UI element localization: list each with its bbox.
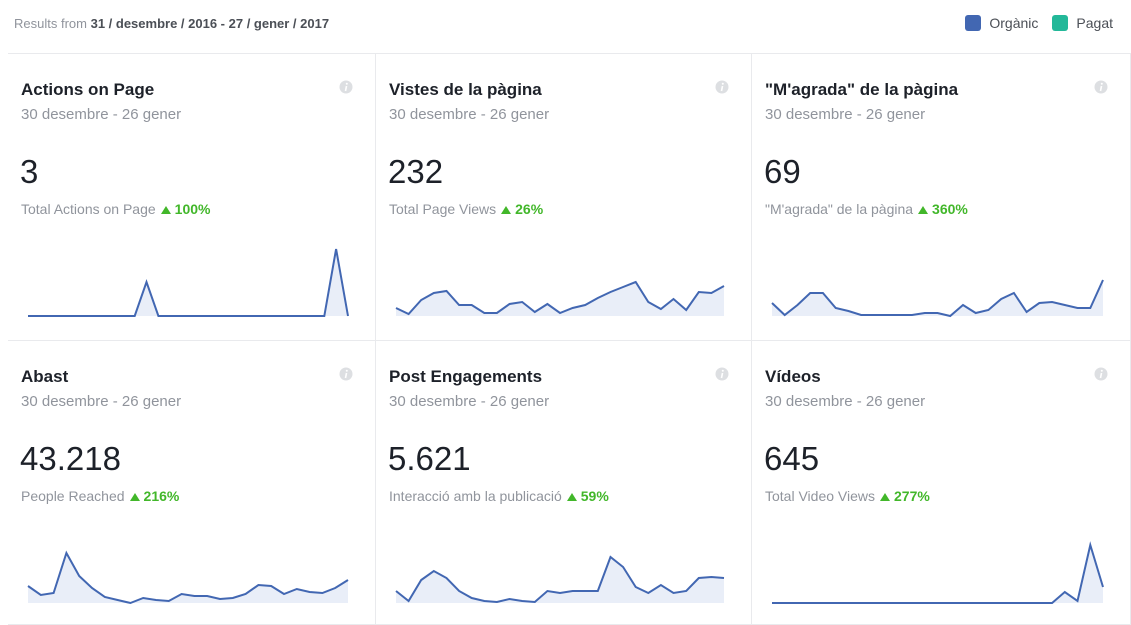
card-period: 30 desembre - 26 gener: [765, 393, 926, 410]
metric-card: Actions on Page 30 desembre - 26 gener 3 To…: [8, 54, 376, 341]
info-glyph: [720, 85, 724, 92]
card-label: Total Page Views: [389, 201, 497, 217]
sparkline-area: [396, 282, 724, 316]
sparkline-line: [395, 280, 725, 316]
legend-label: Orgànic: [989, 15, 1039, 31]
metric-card: Vídeos 30 desembre - 26 gener 645 Total Vid…: [752, 341, 1131, 625]
change-value: 216%: [143, 488, 180, 504]
info-icon: [715, 367, 729, 381]
metric-card: Vistes de la pàgina 30 desembre - 26 gene…: [376, 54, 752, 341]
sparkline-line: [771, 279, 1104, 318]
card-value: 232: [388, 153, 444, 190]
card-title: Post Engagements: [389, 367, 543, 386]
metric-card: Post Engagements 30 desembre - 26 gener 5.…: [376, 341, 752, 625]
card-value: 43.218: [20, 440, 121, 477]
info-icon: [339, 80, 353, 94]
card-title: Vídeos: [765, 367, 821, 386]
change-value: 360%: [932, 201, 968, 217]
card-label-row: Total Page Views 26%: [389, 201, 543, 217]
change-arrow: [160, 206, 171, 214]
info-glyph: [720, 372, 724, 379]
info-dot: [721, 369, 724, 372]
change-arrow: [501, 206, 512, 214]
legend-swatch: [965, 15, 982, 31]
card-period: 30 desembre - 26 gener: [389, 393, 550, 410]
info-icon: [1094, 80, 1108, 94]
legend: Orgànic Pagat: [965, 15, 1113, 31]
sparkline-area: [772, 280, 1103, 316]
change-value: 59%: [580, 488, 609, 504]
card-period: 30 desembre - 26 gener: [765, 106, 926, 123]
change-arrow: [129, 493, 140, 501]
sparkline: [395, 555, 725, 604]
legend-swatch: [1052, 15, 1069, 31]
cards: Actions on Page 30 desembre - 26 gener 3 To…: [8, 53, 1131, 625]
change-value: 26%: [515, 201, 544, 217]
change-arrow: [566, 493, 577, 501]
card-value: 645: [764, 440, 820, 477]
info-icon: [339, 367, 353, 381]
card-title: "M'agrada" de la pàgina: [765, 80, 959, 99]
info-icon: [715, 80, 729, 94]
change-value: 277%: [894, 488, 930, 504]
sparkline-line: [395, 555, 725, 604]
card-period: 30 desembre - 26 gener: [21, 106, 182, 123]
card-label: Interacció amb la publicació: [389, 488, 562, 504]
metric-card: "M'agrada" de la pàgina 30 desembre - 26 …: [752, 54, 1131, 341]
card-label-row: "M'agrada" de la pàgina 360%: [765, 201, 968, 217]
results-range: Results from 31 / desembre / 2016 - 27 /…: [14, 16, 329, 31]
card-label-row: Total Actions on Page 100%: [21, 201, 210, 217]
sparkline: [27, 550, 349, 605]
card-value: 69: [764, 153, 801, 190]
card-label-row: People Reached 216%: [21, 488, 179, 504]
card-title: Abast: [21, 367, 69, 386]
change-value: 100%: [174, 201, 211, 217]
info-dot: [1100, 369, 1103, 372]
info-dot: [1100, 82, 1103, 85]
info-dot: [345, 82, 348, 85]
range: 31 / desembre / 2016 - 27 / gener / 2017: [90, 16, 330, 31]
info-dot: [345, 369, 348, 372]
metric-card: Abast 30 desembre - 26 gener 43.218 People …: [8, 341, 376, 625]
card-label: People Reached: [21, 488, 125, 504]
card-label: Total Actions on Page: [21, 201, 156, 217]
card-period: 30 desembre - 26 gener: [389, 106, 550, 123]
prefix: Results from: [14, 16, 87, 31]
card-period: 30 desembre - 26 gener: [21, 393, 182, 410]
sparkline-area: [28, 249, 348, 316]
info-glyph: [344, 85, 348, 92]
card-value: 3: [20, 153, 39, 190]
legend-label: Pagat: [1076, 15, 1113, 31]
info-glyph: [1099, 372, 1103, 379]
change-arrow: [880, 493, 890, 501]
sparkline: [28, 248, 349, 317]
card-label: "M'agrada" de la pàgina: [765, 201, 914, 217]
card-label-row: Interacció amb la publicació 59%: [389, 488, 609, 504]
sparkline-area: [772, 545, 1103, 603]
sparkline-line: [772, 541, 1104, 604]
change-arrow: [918, 206, 929, 214]
sparkline-area: [396, 557, 724, 603]
card-title: Actions on Page: [21, 80, 155, 99]
sparkline-line: [27, 550, 349, 605]
sparkline-area: [28, 553, 348, 603]
sparkline: [395, 280, 725, 316]
info-dot: [721, 82, 724, 85]
legend-item: Pagat: [1052, 15, 1113, 31]
info-glyph: [344, 372, 348, 379]
info-glyph: [1099, 85, 1103, 92]
info-icon: [1094, 367, 1108, 381]
card-label: Total Video Views: [765, 488, 875, 504]
card-value: 5.621: [388, 440, 471, 477]
card-label-row: Total Video Views 277%: [765, 488, 930, 504]
sparkline: [771, 279, 1104, 318]
sparkline: [772, 541, 1104, 604]
sparkline-line: [28, 248, 349, 317]
legend-item: Orgànic: [965, 15, 1038, 31]
card-title: Vistes de la pàgina: [389, 80, 542, 99]
